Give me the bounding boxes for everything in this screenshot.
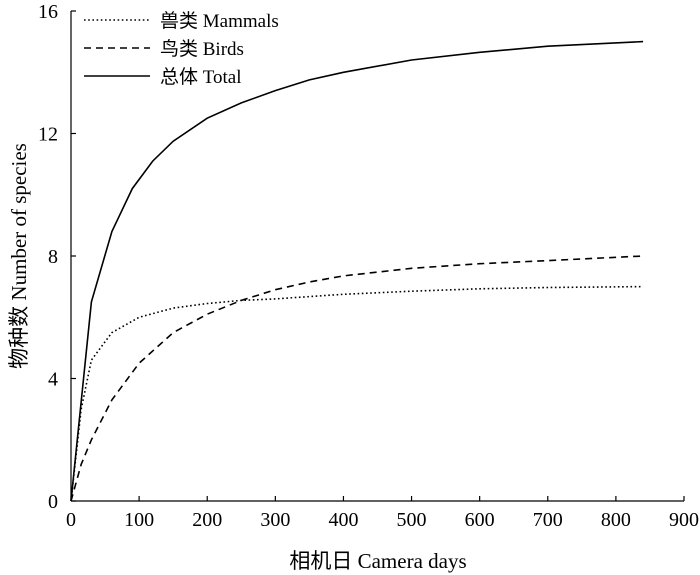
x-tick-label: 900	[669, 509, 699, 531]
axes: 0 100 200 300 400 500 600 700 800 900 0 4 8 12 16	[38, 1, 699, 531]
x-tick-label: 400	[328, 509, 358, 531]
x-tick-label: 100	[124, 509, 154, 531]
x-tick-label: 700	[533, 509, 563, 531]
x-tick-label: 0	[66, 509, 76, 531]
legend-label-2: 总体 Total	[160, 66, 242, 88]
y-tick-label: 8	[48, 246, 58, 268]
x-tick-label: 200	[192, 509, 222, 531]
legend-label-1: 鸟类 Birds	[160, 38, 244, 60]
legend: 兽类 Mammals 鸟类 Birds 总体 Total	[84, 10, 279, 88]
legend-label-0: 兽类 Mammals	[160, 10, 279, 32]
y-axis-label: 物种数 Number of species	[7, 143, 31, 369]
y-tick-label: 4	[48, 369, 58, 391]
x-axis-label: 相机日 Camera days	[289, 549, 466, 573]
y-tick-label: 0	[48, 491, 58, 513]
x-tick-label: 600	[465, 509, 495, 531]
x-tick-label: 800	[601, 509, 631, 531]
series-line-0	[70, 285, 644, 502]
series-line-2	[70, 40, 644, 502]
y-tick-label: 12	[38, 124, 58, 146]
series-layer	[70, 40, 644, 502]
x-tick-label: 500	[397, 509, 427, 531]
y-tick-label: 16	[38, 1, 58, 23]
x-tick-label: 300	[260, 509, 290, 531]
series-line-1	[70, 255, 644, 502]
